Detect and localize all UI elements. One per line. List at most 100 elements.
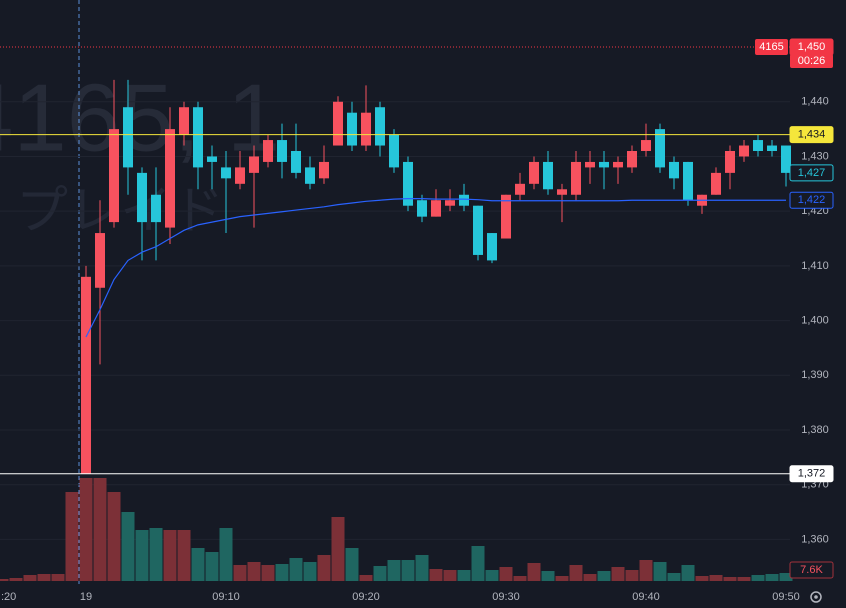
- price-label-box: [789, 164, 834, 182]
- countdown-box: [790, 54, 833, 69]
- candle-body: [781, 145, 791, 173]
- candle-body: [95, 233, 105, 288]
- volume-bar: [303, 562, 317, 581]
- volume-bar: [177, 530, 191, 581]
- candle-body: [501, 194, 511, 239]
- candle-body: [739, 145, 749, 157]
- volume-bar: [723, 577, 737, 581]
- price-label: 1,372: [798, 468, 826, 480]
- volume-bar: [191, 548, 205, 581]
- volume-bar: [779, 573, 793, 581]
- x-tick-label: 09:30: [492, 591, 520, 603]
- volume-bar: [93, 478, 107, 581]
- candle-body: [249, 156, 259, 173]
- candle-body: [417, 200, 427, 217]
- volume-label: 7.6K: [800, 564, 823, 576]
- candle-body: [585, 161, 595, 168]
- y-tick-label: 1,380: [801, 424, 829, 436]
- candle-body: [235, 167, 245, 184]
- volume-bar: [569, 565, 583, 581]
- candle-body: [389, 134, 399, 168]
- volume-bar: [555, 576, 569, 581]
- x-tick-label: 19: [80, 591, 92, 603]
- settings-icon-ring[interactable]: [810, 591, 822, 603]
- candle-body: [641, 140, 651, 151]
- volume-bar: [597, 571, 611, 581]
- vwap-line: [85, 197, 786, 338]
- volume-bar: [9, 578, 23, 581]
- volume-bar: [527, 563, 541, 581]
- candle-body: [263, 140, 273, 162]
- volume-bar: [275, 564, 289, 581]
- price-label-box: [789, 191, 834, 209]
- y-tick-label: 1,430: [801, 150, 829, 162]
- price-label-box: [789, 465, 834, 483]
- candle-body: [431, 200, 441, 217]
- volume-bar: [611, 567, 625, 581]
- volume-bar: [653, 562, 667, 581]
- volume-bar: [737, 577, 751, 581]
- volume-bar: [65, 492, 79, 581]
- price-label: 1,450: [798, 41, 826, 53]
- y-tick-label: 1,400: [801, 314, 829, 326]
- volume-bar: [513, 576, 527, 581]
- x-tick-label: :20: [1, 591, 16, 603]
- volume-bar: [121, 512, 135, 581]
- candle-body: [347, 112, 357, 146]
- x-tick-label: 09:40: [632, 591, 660, 603]
- candle-body: [291, 150, 301, 173]
- volume-bar: [107, 492, 121, 581]
- volume-bar: [247, 562, 261, 581]
- candle-body: [515, 183, 525, 195]
- watermark-symbol: 4165, 1: [0, 64, 280, 171]
- candle-body: [277, 140, 287, 162]
- volume-bar: [163, 530, 177, 581]
- volume-bar: [415, 555, 429, 581]
- candle-body: [445, 200, 455, 206]
- settings-icon[interactable]: [810, 591, 822, 603]
- volume-bar: [233, 565, 247, 581]
- price-label: 1,427: [798, 167, 826, 179]
- watermark-name: プレイド: [16, 183, 224, 241]
- volume-bar: [219, 528, 233, 581]
- symbol-box: [755, 39, 788, 56]
- candle-body: [459, 194, 469, 206]
- volume-bar: [667, 573, 681, 581]
- y-tick-label: 1,440: [801, 96, 829, 108]
- volume-bar: [541, 571, 555, 581]
- candle-body: [571, 161, 581, 195]
- candle-body: [725, 150, 735, 173]
- watermark: 4165, 1 プレイド: [0, 64, 280, 240]
- volume-bar: [429, 569, 443, 581]
- candle-body: [655, 129, 665, 168]
- candle-body: [151, 194, 161, 223]
- volume-bar: [695, 576, 709, 581]
- candle-body: [305, 167, 315, 184]
- candle-body: [599, 161, 609, 168]
- candle-body: [543, 161, 553, 190]
- volume-bar: [79, 478, 93, 581]
- volume-bar: [639, 560, 653, 581]
- candle-body: [137, 172, 147, 223]
- volume-bar: [23, 575, 37, 581]
- volume-bar: [289, 558, 303, 581]
- volume-bar: [0, 579, 9, 581]
- volume-bar: [751, 575, 765, 581]
- candle-body: [487, 233, 497, 261]
- volume-bar: [471, 546, 485, 581]
- price-label: 1,434: [798, 128, 826, 140]
- volume-bar: [331, 517, 345, 581]
- candle-body: [711, 172, 721, 195]
- candle-body: [109, 129, 119, 223]
- volume-bar: [443, 570, 457, 581]
- candle-body: [627, 150, 637, 168]
- settings-icon-dot[interactable]: [814, 595, 818, 599]
- candle-body: [207, 156, 217, 162]
- volume-bar: [261, 565, 275, 581]
- x-tick-label: 09:10: [212, 591, 240, 603]
- volume-bar: [709, 575, 723, 581]
- volume-bar: [37, 574, 51, 581]
- x-tick-label: 09:20: [352, 591, 380, 603]
- candle-body: [179, 107, 189, 135]
